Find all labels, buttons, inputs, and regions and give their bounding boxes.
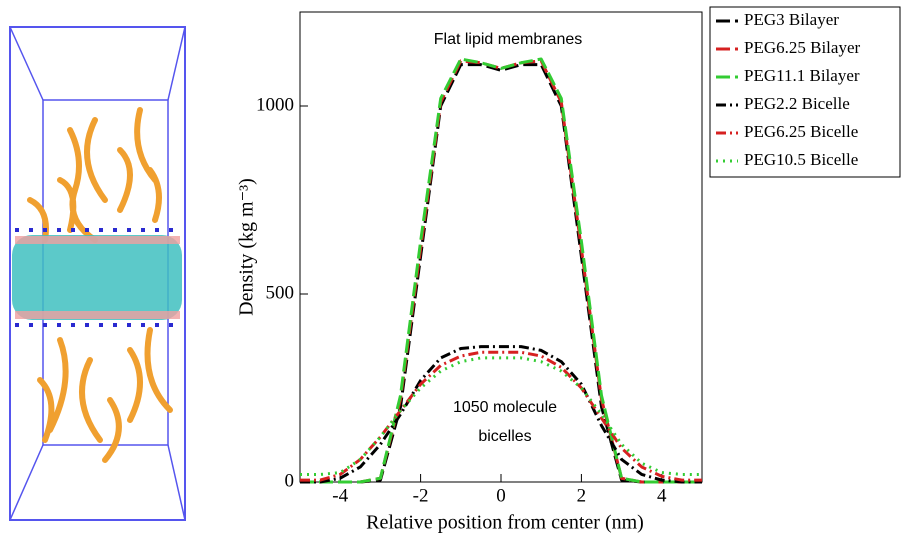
x-tick-label: 2: [577, 485, 587, 506]
y-tick-label: 500: [266, 282, 295, 303]
x-tick-label: -4: [332, 485, 348, 506]
legend-label: PEG11.1 Bilayer: [744, 66, 860, 85]
y-tick-label: 0: [285, 470, 295, 491]
data-line: [300, 59, 702, 484]
peg-chains: [27, 107, 173, 463]
legend-label: PEG6.25 Bilayer: [744, 38, 860, 57]
y-tick-label: 1000: [256, 94, 294, 115]
data-line: [300, 63, 702, 484]
molecule-render: [9, 26, 186, 521]
data-line: [300, 57, 702, 484]
headgroups: [15, 236, 180, 319]
x-tick-label: 0: [496, 485, 506, 506]
legend-box: [709, 6, 901, 178]
x-axis-label: Relative position from center (nm): [366, 512, 644, 534]
x-tick-label: -2: [413, 485, 429, 506]
data-line: [300, 345, 702, 484]
legend-label: PEG3 Bilayer: [744, 10, 839, 29]
y-axis-label: Density (kg m⁻³): [236, 178, 258, 316]
data-line: [300, 350, 702, 482]
data-line: [300, 356, 702, 476]
lipid-core: [12, 235, 182, 320]
box-edges: [9, 26, 186, 521]
annotation: bicelles: [478, 428, 531, 445]
legend-label: PEG10.5 Bicelle: [744, 150, 858, 169]
annotation: Flat lipid membranes: [434, 31, 583, 48]
annotation: 1050 molecule: [453, 399, 557, 416]
x-tick-label: 4: [657, 485, 667, 506]
box-outer: [9, 26, 186, 521]
legend-label: PEG2.2 Bicelle: [744, 94, 850, 113]
legend-label: PEG6.25 Bicelle: [744, 122, 858, 141]
